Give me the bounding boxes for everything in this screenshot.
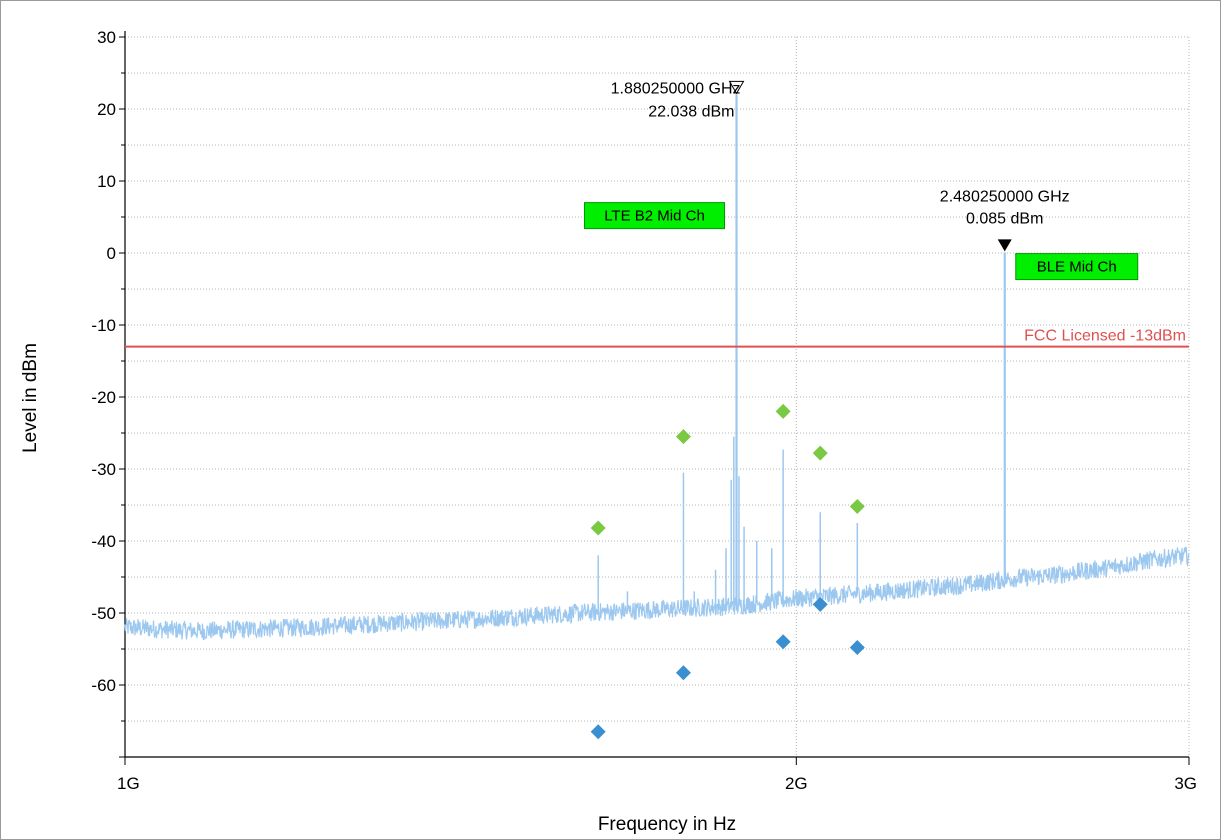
y-tick-label: -50 — [91, 604, 116, 623]
limit-line-label: FCC Licensed -13dBm — [1024, 328, 1186, 345]
marker-level-ble: 0.085 dBm — [966, 210, 1043, 227]
y-tick-label: 30 — [97, 28, 116, 47]
y-tick-label: -40 — [91, 532, 116, 551]
marker-triangle-lte — [728, 80, 745, 95]
y-tick-label: -60 — [91, 676, 116, 695]
peak-points-layer — [590, 403, 865, 740]
y-axis-title: Level in dBm — [20, 343, 41, 453]
y-tick-label: -10 — [91, 316, 116, 335]
x-tick-label: 3G — [1174, 774, 1197, 793]
y-axis-ticks: 30 20 10 0 -10 -20 -30 -40 -50 -60 — [91, 28, 125, 758]
marker-level-lte: 22.038 dBm — [648, 103, 734, 120]
x-axis-title: Frequency in Hz — [598, 814, 736, 835]
axes — [124, 31, 1189, 758]
green-diamond-point — [775, 403, 791, 419]
blue-diamond-point — [812, 596, 828, 612]
y-tick-label: 20 — [97, 100, 116, 119]
grid-lines — [124, 36, 1190, 758]
green-diamond-point — [812, 445, 828, 461]
x-tick-label: 1G — [117, 774, 140, 793]
green-diamond-point — [590, 520, 606, 536]
x-axis-ticks: 1G 2G 3G — [117, 757, 1197, 793]
tag-label-ble: BLE Mid Ch — [1037, 259, 1117, 276]
y-tick-label: -30 — [91, 460, 116, 479]
trace-layer — [124, 94, 1190, 641]
marker-freq-lte: 1.880250000 GHz — [611, 80, 741, 97]
limit-line-layer: FCC Licensed -13dBm — [125, 328, 1189, 348]
tag-label-lte: LTE B2 Mid Ch — [604, 208, 705, 225]
marker-triangle-ble — [997, 239, 1012, 252]
green-diamond-point — [849, 498, 865, 514]
marker-freq-ble: 2.480250000 GHz — [940, 188, 1070, 205]
y-tick-label: 10 — [97, 172, 116, 191]
tag-box-lte — [584, 202, 726, 230]
blue-diamond-point — [590, 724, 606, 740]
tag-box-ble — [1015, 253, 1139, 281]
green-diamond-point — [675, 429, 691, 445]
y-tick-label: -20 — [91, 388, 116, 407]
markers-layer: 1.880250000 GHz 22.038 dBm LTE B2 Mid Ch 2.… — [584, 80, 1139, 281]
blue-diamond-point — [675, 665, 691, 681]
noise-floor-trace — [124, 546, 1190, 641]
blue-diamond-point — [849, 640, 865, 656]
blue-diamond-point — [775, 634, 791, 650]
x-tick-label: 2G — [785, 774, 808, 793]
y-tick-label: 0 — [107, 244, 116, 263]
